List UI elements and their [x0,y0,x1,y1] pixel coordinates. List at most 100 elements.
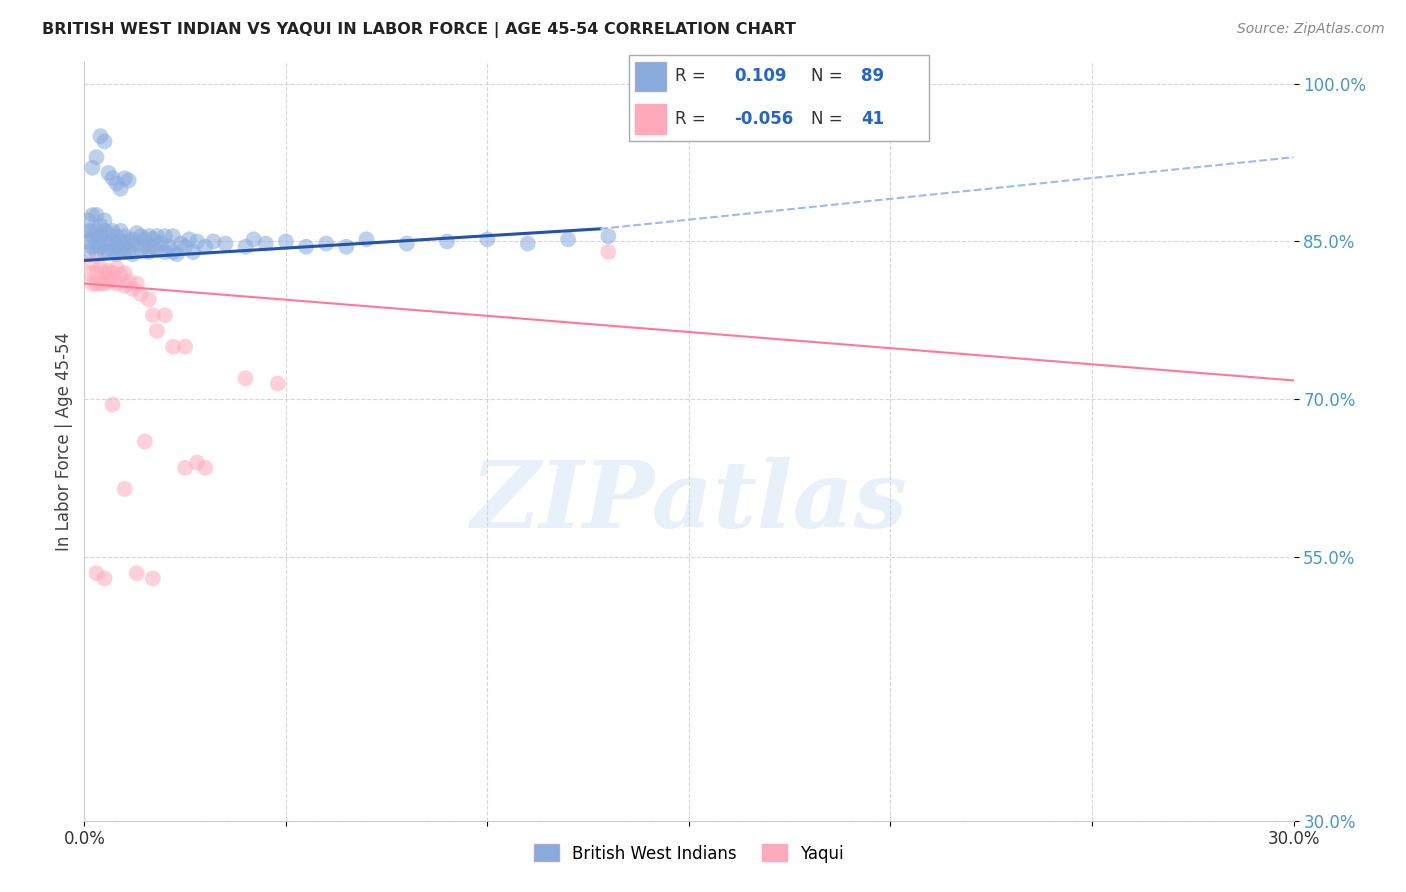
Point [89,260,111,275]
Point [315,236,337,251]
Point [142,232,165,246]
Point [82,277,104,291]
Point [93,277,115,291]
Point [142,571,165,585]
Point [134,232,156,246]
Text: -0.056: -0.056 [734,110,793,128]
Point [89,129,111,144]
Point [105,229,128,244]
Point [114,266,136,280]
Point [125,236,148,251]
Point [89,277,111,291]
Point [153,229,176,244]
Point [138,293,160,307]
Point [114,171,136,186]
Point [82,224,104,238]
Point [77,244,100,259]
Point [89,240,111,254]
Point [235,240,257,254]
Point [598,244,620,259]
Point [105,277,128,291]
Point [181,244,204,259]
Point [242,232,264,246]
Point [118,275,141,289]
Point [162,244,184,259]
Legend: British West Indians, Yaqui: British West Indians, Yaqui [527,838,851,869]
Point [166,247,188,261]
Text: N =: N = [811,67,842,85]
Point [105,177,128,191]
Text: BRITISH WEST INDIAN VS YAQUI IN LABOR FORCE | AGE 45-54 CORRELATION CHART: BRITISH WEST INDIAN VS YAQUI IN LABOR FO… [42,22,796,38]
Point [105,247,128,261]
Point [118,243,141,257]
Point [86,224,108,238]
Point [162,229,184,244]
Point [274,235,297,249]
Point [157,240,180,254]
Point [77,235,100,249]
Point [125,277,148,291]
Point [93,135,115,149]
Point [82,208,104,222]
Point [97,244,120,259]
Point [110,224,132,238]
Point [86,266,108,280]
Point [101,235,124,249]
Point [125,566,148,581]
Point [235,371,257,385]
FancyBboxPatch shape [636,104,666,134]
Point [101,224,124,238]
Point [121,282,143,296]
Point [118,173,141,187]
Point [86,150,108,164]
Point [77,266,100,280]
Text: ZIPatlas: ZIPatlas [471,458,907,547]
Point [129,287,152,301]
Point [214,236,236,251]
Text: R =: R = [675,67,706,85]
Point [146,229,169,244]
Point [134,434,156,449]
Point [121,247,143,261]
Point [93,244,115,259]
Point [114,236,136,251]
Point [129,229,152,244]
Point [146,243,169,257]
Point [77,224,100,238]
Point [110,243,132,257]
Point [93,224,115,238]
Point [186,235,208,249]
Text: Source: ZipAtlas.com: Source: ZipAtlas.com [1237,22,1385,37]
Y-axis label: In Labor Force | Age 45-54: In Labor Force | Age 45-54 [55,332,73,551]
Point [138,244,160,259]
Point [101,171,124,186]
Point [186,456,208,470]
Point [82,240,104,254]
Point [97,226,120,240]
Point [86,277,108,291]
Point [110,268,132,282]
Point [101,271,124,285]
Point [114,244,136,259]
Point [436,235,458,249]
Point [105,260,128,275]
Point [93,235,115,249]
Point [356,232,378,246]
Point [254,236,277,251]
Point [101,398,124,412]
Point [129,243,152,257]
Point [153,308,176,322]
Point [153,244,176,259]
Point [89,219,111,233]
Point [89,229,111,244]
Point [86,235,108,249]
Point [118,235,141,249]
Point [179,232,201,246]
Point [121,232,143,246]
Text: 41: 41 [860,110,884,128]
Point [114,482,136,496]
Text: N =: N = [811,110,842,128]
Point [101,266,124,280]
Point [110,235,132,249]
Point [82,229,104,244]
